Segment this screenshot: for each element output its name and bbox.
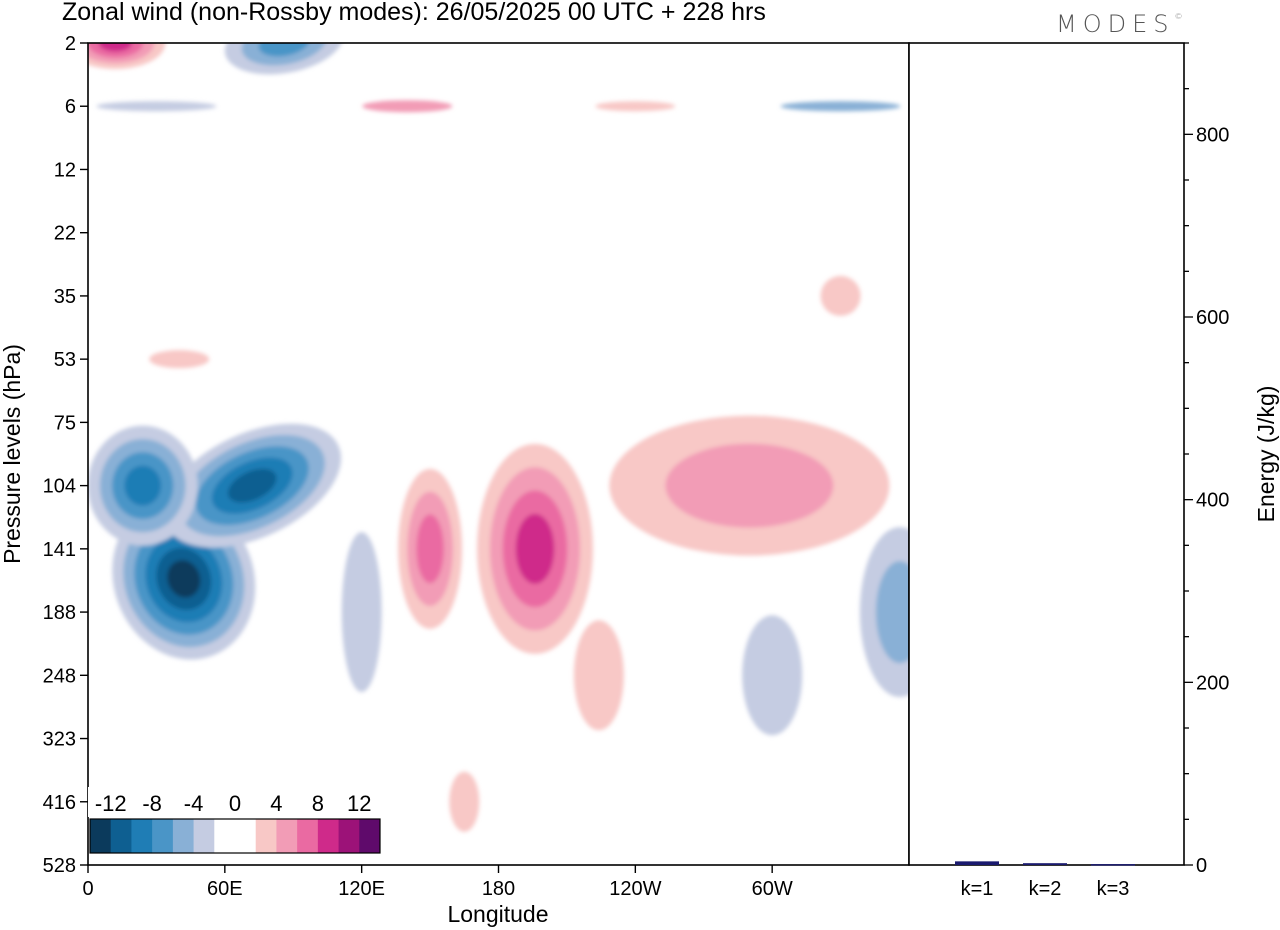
colorbar-label-backing [88, 787, 382, 817]
x-tick-label: 60W [752, 878, 793, 900]
x-tick-label: 120E [338, 878, 385, 900]
colorbar-swatch [90, 819, 112, 853]
colorbar-swatch [359, 819, 381, 853]
y-tick-label: 323 [43, 729, 76, 751]
colorbar-swatch [255, 819, 277, 853]
x-axis-label: Longitude [447, 901, 548, 927]
energy-axis-label: Energy (J/kg) [1253, 386, 1279, 523]
chart-title: Zonal wind (non-Rossby modes): 26/05/202… [62, 0, 766, 26]
heatmap-feature [859, 527, 909, 698]
y-tick-label: 75 [54, 412, 76, 434]
heatmap-feature [88, 425, 198, 546]
energy-category-label: k=1 [961, 878, 994, 900]
y-tick-label: 104 [43, 476, 76, 498]
contour-band [449, 771, 480, 832]
y-tick-label: 35 [54, 286, 76, 308]
y-tick-label: 248 [43, 665, 76, 687]
contour-band [124, 465, 162, 506]
x-tick-label: 60E [207, 878, 243, 900]
heatmap-feature [163, 423, 342, 548]
y-tick-label: 141 [43, 539, 76, 561]
colorbar-swatch [193, 819, 215, 853]
heatmap-feature [88, 43, 166, 69]
energy-category-label: k=3 [1097, 878, 1130, 900]
energy-tick-label: 0 [1196, 855, 1207, 877]
colorbar-swatch [152, 819, 174, 853]
contour-band [341, 532, 382, 693]
y-axis-label: Pressure levels (hPa) [0, 344, 25, 564]
colorbar-label: -12 [95, 791, 127, 816]
energy-bar [1023, 863, 1067, 865]
energy-tick-label: 600 [1196, 307, 1229, 329]
colorbar-swatch [110, 819, 132, 853]
colorbar-swatch [317, 819, 340, 853]
heatmap-feature [476, 443, 593, 654]
y-tick-label: 416 [43, 792, 76, 814]
contour-band [820, 275, 861, 316]
colorbar-swatch [276, 819, 298, 853]
contour-band [416, 514, 444, 584]
colorbar-swatch [297, 819, 319, 853]
energy-tick-label: 200 [1196, 672, 1229, 694]
contour-band [149, 350, 210, 369]
x-tick-label: 180 [482, 878, 515, 900]
heatmap [88, 43, 909, 865]
contour-band [573, 620, 624, 731]
energy-panel: 0 200 400 600 800 k=1 k=2 k=3 Energy (J/kg) [908, 42, 1279, 900]
contour-band [742, 615, 803, 736]
contour-band [875, 561, 909, 664]
contour-band [227, 468, 277, 503]
y-tick-label: 6 [65, 96, 76, 118]
contour-band [780, 101, 901, 112]
x-tick-label: 120W [609, 878, 661, 900]
colorbar: -12 -8 -4 0 4 8 12 [88, 787, 382, 854]
energy-frame [908, 42, 1185, 866]
colorbar-swatch [338, 819, 360, 853]
modes-logo: MODES© [1056, 10, 1182, 38]
contour-band [595, 101, 676, 112]
contour-band [167, 560, 201, 598]
colorbar-swatch [235, 819, 257, 853]
contour-band [515, 513, 555, 584]
colorbar-swatch [131, 819, 153, 853]
colorbar-label: 12 [347, 791, 371, 816]
colorbar-swatch [214, 819, 236, 853]
y-tick-label: 188 [43, 602, 76, 624]
heatmap-feature [609, 415, 890, 556]
y-tick-label: 53 [54, 349, 76, 371]
energy-tick-label: 800 [1196, 124, 1229, 146]
logo-text: MODES [1056, 10, 1175, 38]
y-tick-label: 12 [54, 159, 76, 181]
energy-category-label: k=2 [1029, 878, 1062, 900]
energy-tick-label: 400 [1196, 490, 1229, 512]
contour-band [96, 101, 217, 112]
colorbar-label: 4 [270, 791, 282, 816]
colorbar-label: 8 [312, 791, 324, 816]
energy-bar [955, 861, 999, 865]
colorbar-label: 0 [229, 791, 241, 816]
contour-band [362, 100, 453, 113]
colorbar-label: -4 [184, 791, 204, 816]
y-tick-label: 2 [65, 33, 76, 55]
colorbar-swatch [172, 819, 195, 853]
x-tick-label: 0 [82, 878, 93, 900]
colorbar-frame [89, 818, 381, 854]
y-tick-label: 22 [54, 223, 76, 245]
y-tick-label: 528 [43, 855, 76, 877]
contour-band [665, 443, 834, 528]
colorbar-label: -8 [142, 791, 162, 816]
contour-band [98, 43, 133, 52]
heatmap-feature [398, 468, 463, 629]
energy-bar [1091, 864, 1135, 866]
logo-mark: © [1174, 12, 1183, 21]
